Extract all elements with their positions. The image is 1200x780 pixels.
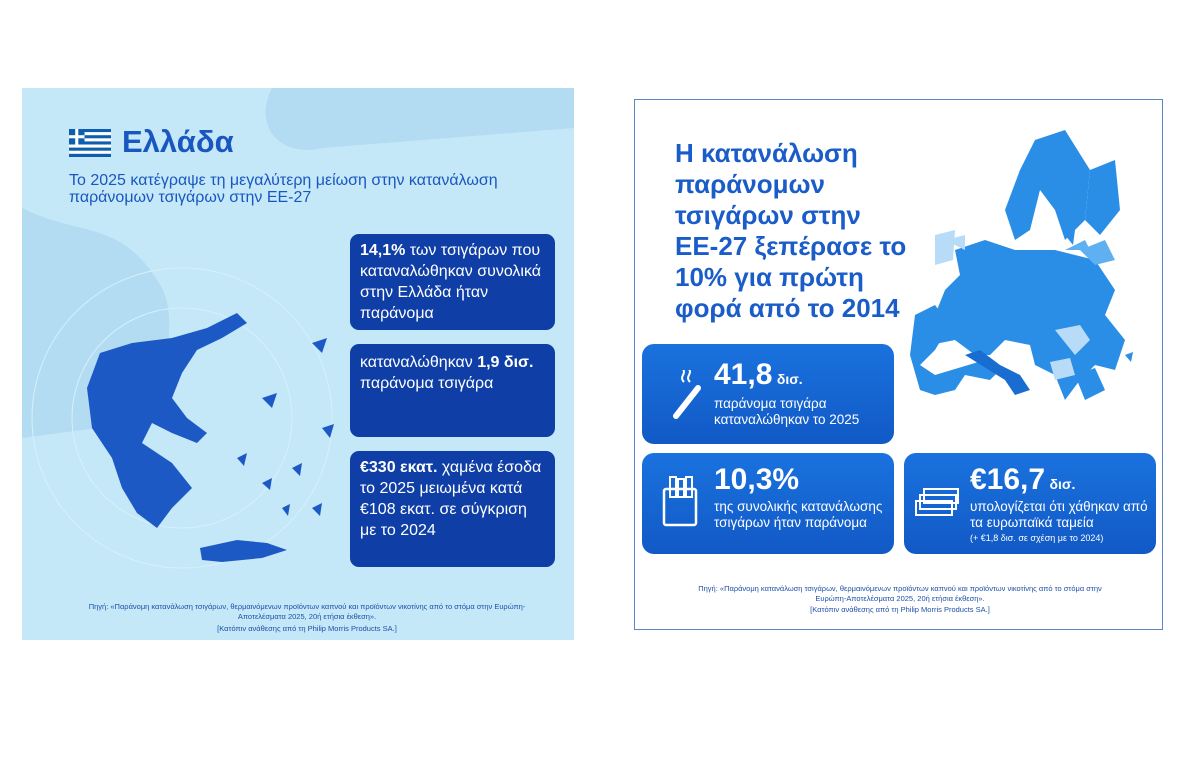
title: Ελλάδα xyxy=(122,124,234,159)
stat-value: €16,7 xyxy=(970,463,1046,496)
stat-text: υπολογίζεται ότι χάθηκαν από τα ευρωπαϊκ… xyxy=(970,499,1148,530)
stat-text: της συνολικής κατανάλωσης τσιγάρων ήταν … xyxy=(714,499,883,530)
headline-line: 10% για πρώτη xyxy=(675,262,864,292)
stat-note: (+ €1,8 δισ. σε σχέση με το 2024) xyxy=(970,533,1104,543)
source: Πηγή: «Παράνομη κατανάλωση τσιγάρων, θερ… xyxy=(698,584,1102,603)
greek-flag xyxy=(69,129,111,157)
money-icon xyxy=(915,488,959,516)
stat-box: 10,3% της συνολικής κατανάλωσης τσιγάρων… xyxy=(642,453,894,554)
headline-line: φορά από το 2014 xyxy=(675,293,900,323)
stat-value: 1,9 δισ. xyxy=(477,354,534,371)
cigarette-icon xyxy=(673,370,701,419)
credit: [Κατόπιν ανάθεσης από τη Philip Morris P… xyxy=(810,605,990,614)
pack-icon xyxy=(662,476,698,527)
stat-value: 10,3% xyxy=(714,463,800,496)
headline-line: τσιγάρων στην xyxy=(675,200,861,230)
stat-text: καταναλώθηκαν xyxy=(360,354,478,371)
subtitle: Το 2025 κατέγραψε τη μεγαλύτερη μείωση σ… xyxy=(69,172,498,206)
stat-text: παράνομα τσιγάρα xyxy=(360,375,494,392)
stat-box: €330 εκατ. χαμένα έσοδα το 2025 μειωμένα… xyxy=(350,451,555,567)
stat-box: 41,8 δισ. παράνομα τσιγάρα καταναλώθηκαν… xyxy=(642,344,894,444)
stat-value: €330 εκατ. xyxy=(360,459,438,476)
headline-line: Η κατανάλωση xyxy=(675,138,858,168)
greece-map xyxy=(22,88,574,569)
headline-line: ΕΕ-27 ξεπέρασε το xyxy=(675,231,907,261)
credit: [Κατόπιν ανάθεσης από τη Philip Morris P… xyxy=(217,624,397,633)
stat-text: των τσιγάρων που καταναλώθηκαν συνολικά … xyxy=(360,242,542,322)
greece-panel: Ελλάδα Το 2025 κατέγραψε τη μεγαλύτερη μ… xyxy=(22,88,574,640)
stat-value: 41,8 xyxy=(714,358,773,391)
eu-map xyxy=(910,130,1133,400)
stat-unit: δισ. xyxy=(776,371,803,387)
eu-panel: Η κατανάλωση παράνομων τσιγάρων στην ΕΕ-27 … xyxy=(634,99,1163,630)
stat-box: €16,7 δισ. υπολογίζεται ότι χάθηκαν από … xyxy=(904,453,1156,554)
headline-line: παράνομων xyxy=(675,169,825,199)
stat-box: καταναλώθηκαν 1,9 δισ. παράνομα τσιγάρα xyxy=(350,344,555,437)
stat-box: 14,1% των τσιγάρων που καταναλώθηκαν συν… xyxy=(350,234,555,330)
stat-text: χαμένα έσοδα το 2025 μειωμένα κατά €108 … xyxy=(360,459,542,539)
stat-unit: δισ. xyxy=(1049,476,1076,492)
stat-text: παράνομα τσιγάρα καταναλώθηκαν το 2025 xyxy=(714,396,860,427)
stat-value: 14,1% xyxy=(360,242,406,259)
source: Πηγή: «Παράνομη κατανάλωση τσιγάρων, θερ… xyxy=(88,602,526,621)
headline: Η κατανάλωση παράνομων τσιγάρων στην ΕΕ-27 … xyxy=(675,138,906,324)
